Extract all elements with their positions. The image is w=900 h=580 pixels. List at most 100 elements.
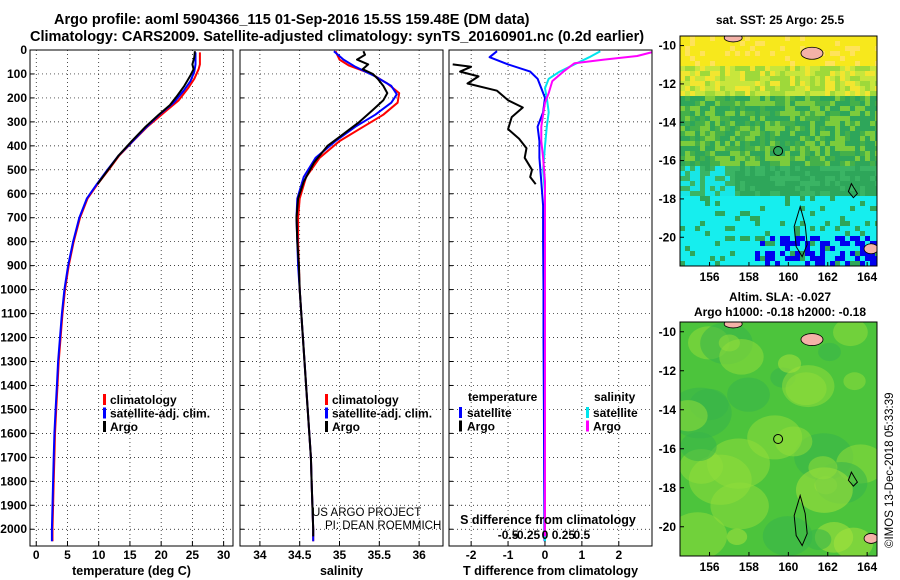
sst-cell [860,211,865,216]
sst-cell [875,141,877,146]
sst-cell [775,106,780,111]
sst-cell [750,101,755,106]
sst-cell [825,161,830,166]
sst-cell [720,116,725,121]
sst-cell [715,46,720,51]
sst-cell [740,101,745,106]
sst-cell [775,216,780,221]
sst-cell [795,236,800,241]
sst-cell [825,91,830,96]
sst-cell [730,261,735,266]
sst-cell [730,186,735,191]
sst-cell [685,146,690,151]
sst-cell [690,251,695,256]
sst-cell [745,56,750,61]
sst-cell [680,131,685,136]
sst-cell [835,216,840,221]
sst-cell [735,56,740,61]
sst-cell [740,256,745,261]
sst-cell [840,66,845,71]
sst-cell [695,61,700,66]
sst-cell [760,251,765,256]
sst-cell [805,111,810,116]
sst-cell [875,151,877,156]
sst-cell [735,201,740,206]
legend-swatch [586,420,589,432]
sst-cell [710,181,715,186]
sst-cell [725,141,730,146]
sst-cell [805,181,810,186]
sst-cell [795,36,800,41]
sst-cell [715,151,720,156]
sst-cell [830,96,835,101]
series-argo [96,51,196,185]
sst-cell [750,166,755,171]
sst-cell [820,46,825,51]
sst-cell [775,146,780,151]
sst-cell [825,126,830,131]
sst-cell [805,146,810,151]
sst-cell [860,36,865,41]
sst-cell [680,56,685,61]
sst-cell [835,126,840,131]
sst-cell [715,211,720,216]
sst-cell [725,106,730,111]
sst-cell [825,226,830,231]
sst-cell [850,126,855,131]
sst-cell [715,261,720,266]
sst-cell [735,96,740,101]
sst-cell [835,256,840,261]
sst-cell [730,71,735,76]
sst-cell [800,166,805,171]
sst-cell [800,131,805,136]
sst-cell [865,251,870,256]
sst-cell [765,156,770,161]
sst-cell [830,91,835,96]
sst-cell [800,236,805,241]
sst-cell [720,86,725,91]
sst-cell [725,231,730,236]
map-y-tick-label: -12 [659,77,677,91]
sst-cell [725,96,730,101]
sst-cell [835,226,840,231]
sst-cell [755,241,760,246]
sst-cell [765,101,770,106]
sst-cell [830,106,835,111]
sst-cell [700,251,705,256]
sst-cell [785,131,790,136]
sst-cell [710,121,715,126]
sst-cell [785,76,790,81]
sst-cell [775,81,780,86]
sst-cell [815,71,820,76]
sst-cell [815,116,820,121]
x-tick-label: 34 [253,548,267,562]
island-shape [800,333,824,346]
sst-cell [830,81,835,86]
sst-cell [805,121,810,126]
sst-cell [730,121,735,126]
sst-cell [855,156,860,161]
sst-cell [855,201,860,206]
sst-cell [740,121,745,126]
sst-cell [690,151,695,156]
sst-cell [800,151,805,156]
sst-cell [730,56,735,61]
sst-cell [795,161,800,166]
sst-cell [765,151,770,156]
sst-cell [855,101,860,106]
sst-cell [730,111,735,116]
sst-cell [815,146,820,151]
sst-cell [760,91,765,96]
sst-cell [770,76,775,81]
sst-cell [695,66,700,71]
island-shape [863,533,877,544]
sst-cell [855,61,860,66]
sst-cell [830,231,835,236]
sst-cell [785,241,790,246]
sst-cell [780,136,785,141]
sst-cell [690,76,695,81]
legend-swatch [325,421,328,432]
sst-cell [815,176,820,181]
sst-cell [860,171,865,176]
sst-cell [730,96,735,101]
